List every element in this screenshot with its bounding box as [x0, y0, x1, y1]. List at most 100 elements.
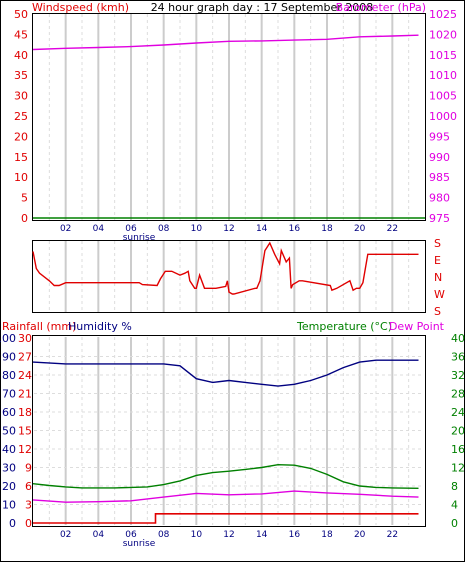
compass-tick-label: S [434, 237, 441, 250]
rainfall-tick-label: 12 [18, 443, 32, 456]
barometer-tick-label: 1020 [429, 28, 457, 41]
rainfall-tick-label: 15 [18, 425, 32, 438]
compass-tick-label: S [434, 305, 441, 318]
barometer-tick-label: 1025 [429, 8, 457, 21]
rain-humidity-temperature-series [32, 359, 419, 524]
x-tick-label: 12 [223, 530, 234, 540]
humidity-tick-label: 20 [2, 480, 16, 493]
x-tick-label: 04 [93, 224, 105, 234]
temperature-tick-label: 28 [451, 388, 465, 401]
barometer-tick-label: 990 [429, 151, 450, 164]
rainfall-tick-label: 0 [25, 517, 32, 530]
x-tick-label: 02 [60, 530, 71, 540]
windspeed-tick-label: 45 [14, 28, 28, 41]
rain-humidity-temperature-panel: Rainfall (mm) Humidity % Temperature (°C… [0, 320, 465, 549]
x-tick-label: 12 [223, 224, 234, 234]
wind-direction-line [32, 241, 419, 295]
compass-tick-label: E [434, 254, 441, 267]
compass-tick-label: N [434, 271, 442, 284]
windspeed-tick-label: 0 [21, 212, 28, 225]
rainfall-tick-labels: 0 3 6 9 12 15 18 21 24 27 30 [18, 332, 32, 530]
humidity-line [32, 359, 419, 387]
rainfall-axis-label: Rainfall (mm) [2, 320, 76, 333]
windspeed-tick-label: 5 [21, 192, 28, 205]
temperature-tick-label: 36 [451, 351, 465, 364]
barometer-tick-label: 975 [429, 212, 450, 225]
barometer-tick-label: 1015 [429, 49, 457, 62]
temperature-tick-label: 32 [451, 369, 465, 382]
barometer-tick-label: 985 [429, 171, 450, 184]
humidity-tick-label: 10 [2, 499, 16, 512]
x-tick-label: 10 [191, 530, 203, 540]
x-tick-label: 18 [321, 530, 333, 540]
windspeed-tick-label: 10 [14, 171, 28, 184]
x-tick-label: 18 [321, 224, 333, 234]
sunrise-label-top: sunrise [123, 233, 156, 243]
barometer-tick-label: 995 [429, 130, 450, 143]
rainfall-tick-label: 30 [18, 332, 32, 345]
x-tick-label: 20 [354, 530, 366, 540]
dew-point-line [32, 490, 419, 503]
temperature-tick-label: 4 [451, 499, 458, 512]
barometer-tick-label: 1010 [429, 69, 457, 82]
temperature-tick-label: 12 [451, 462, 465, 475]
x-tick-label: 16 [289, 224, 301, 234]
sunrise-label-bottom: sunrise [123, 539, 156, 549]
rainfall-tick-label: 24 [18, 369, 32, 382]
wind-barometer-x-tick-labels: 02 04 06 08 10 12 14 16 18 20 22 [60, 224, 398, 234]
humidity-tick-label: 100 [0, 332, 16, 345]
rainfall-tick-label: 18 [18, 406, 32, 419]
rainfall-tick-label: 6 [25, 480, 32, 493]
wind-barometer-grid [48, 14, 410, 220]
barometer-line [32, 34, 419, 51]
windspeed-tick-label: 15 [14, 151, 28, 164]
wind-direction-series [32, 241, 419, 295]
humidity-tick-label: 0 [9, 517, 16, 530]
humidity-tick-label: 50 [2, 425, 16, 438]
x-tick-label: 08 [158, 224, 170, 234]
compass-tick-label: W [434, 288, 445, 301]
x-tick-label: 08 [158, 530, 170, 540]
temperature-axis-label: Temperature (°C) [296, 320, 392, 333]
wind-barometer-series [32, 34, 425, 219]
windspeed-tick-labels: 0 5 10 15 20 25 30 35 40 45 50 [14, 8, 28, 225]
humidity-tick-label: 30 [2, 462, 16, 475]
temperature-tick-label: 40 [451, 332, 465, 345]
graph-title: 24 hour graph day : 17 September 2008 [151, 1, 374, 14]
humidity-tick-label: 80 [2, 369, 16, 382]
x-tick-label: 22 [387, 530, 398, 540]
rainfall-line [33, 512, 419, 524]
barometer-tick-label: 1005 [429, 90, 457, 103]
barometer-tick-labels: 975 980 985 990 995 1000 1005 1010 1015 1020 1025 [429, 8, 457, 225]
humidity-tick-label: 40 [2, 443, 16, 456]
x-tick-label: 22 [387, 224, 398, 234]
barometer-tick-label: 980 [429, 192, 450, 205]
windspeed-axis-label: Windspeed (kmh) [32, 1, 129, 14]
x-tick-label: 02 [60, 224, 71, 234]
rainfall-tick-label: 3 [25, 499, 32, 512]
windspeed-tick-label: 50 [14, 8, 28, 21]
humidity-tick-label: 70 [2, 388, 16, 401]
x-tick-label: 04 [93, 530, 105, 540]
temperature-tick-labels: 0 4 8 12 16 20 24 28 32 36 40 [451, 332, 465, 530]
windspeed-tick-label: 25 [14, 110, 28, 123]
barometer-axis-label: Barometer (hPa) [336, 1, 426, 14]
x-tick-label: 06 [125, 224, 137, 234]
rainfall-tick-label: 21 [18, 388, 32, 401]
humidity-axis-label: Humidity % [68, 320, 132, 333]
temperature-tick-label: 8 [451, 480, 458, 493]
temperature-tick-label: 24 [451, 406, 465, 419]
dew-point-axis-label: Dew Point [389, 320, 445, 333]
barometer-tick-label: 1000 [429, 110, 457, 123]
rain-humidity-x-tick-labels: 02 04 06 08 10 12 14 16 18 20 22 [60, 530, 398, 540]
wind-barometer-panel: Windspeed (kmh) 24 hour graph day : 17 S… [14, 1, 457, 243]
humidity-tick-labels: 0 10 20 30 40 50 60 70 80 90 100 [0, 332, 16, 530]
temperature-tick-label: 20 [451, 425, 465, 438]
windspeed-tick-label: 30 [14, 90, 28, 103]
x-tick-label: 06 [125, 530, 137, 540]
windspeed-tick-label: 40 [14, 49, 28, 62]
